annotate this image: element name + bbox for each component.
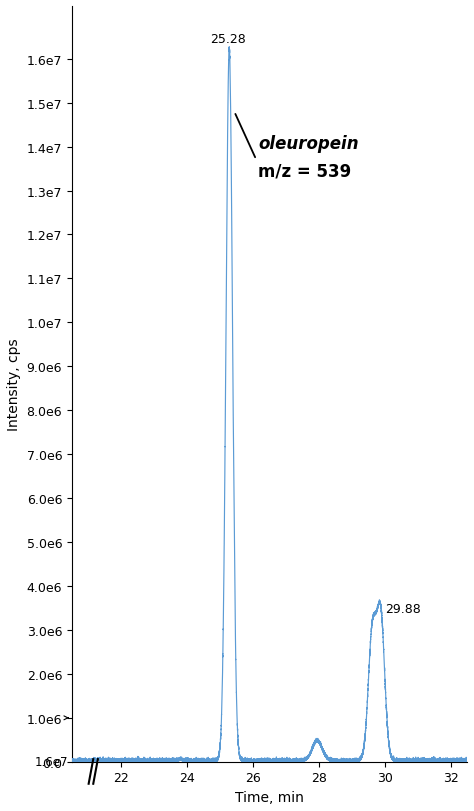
Text: 29.88: 29.88 bbox=[385, 602, 420, 615]
X-axis label: Time, min: Time, min bbox=[235, 790, 304, 804]
Text: oleuropein: oleuropein bbox=[258, 135, 358, 152]
Text: 25.28: 25.28 bbox=[210, 32, 246, 45]
Y-axis label: Intensity, cps: Intensity, cps bbox=[7, 338, 21, 431]
Text: m/z = 539: m/z = 539 bbox=[258, 163, 351, 181]
Text: 1.6e7: 1.6e7 bbox=[35, 755, 68, 768]
